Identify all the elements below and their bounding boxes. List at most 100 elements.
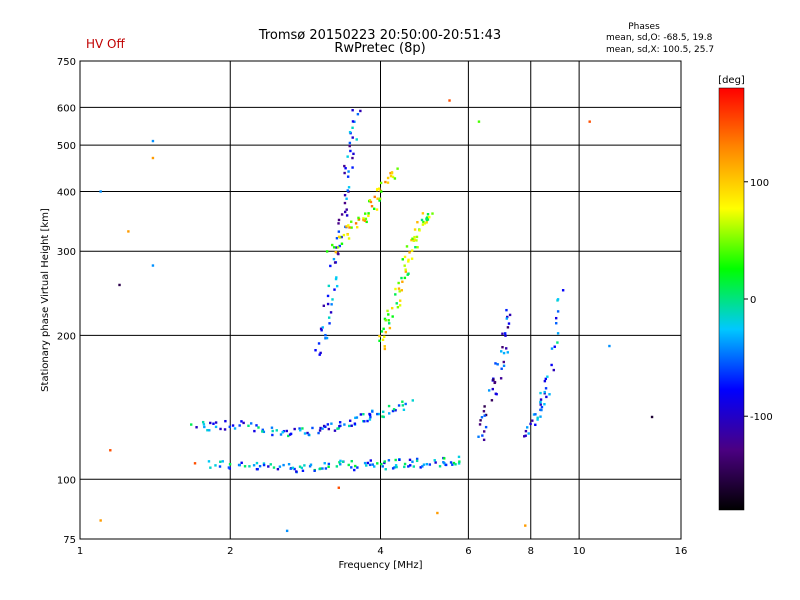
echo-point <box>347 237 351 240</box>
echo-point <box>298 465 302 468</box>
echo-point <box>278 465 282 468</box>
echo-point <box>357 216 360 220</box>
echo-point <box>393 466 396 469</box>
echo-point <box>411 237 414 240</box>
echo-point <box>289 467 292 470</box>
echo-point <box>390 172 394 175</box>
x-tick-label: 8 <box>528 546 534 557</box>
echo-point <box>506 315 509 319</box>
echo-point <box>209 421 212 425</box>
echo-point <box>477 120 481 123</box>
phase-heading: Phases <box>628 22 660 32</box>
echo-point <box>317 342 321 345</box>
echo-point <box>223 428 227 431</box>
echo-point <box>425 462 429 466</box>
echo-point <box>480 416 484 419</box>
echo-point <box>413 238 416 241</box>
echo-point <box>353 422 357 425</box>
echo-point <box>500 367 503 370</box>
x-tick-label: 1 <box>77 546 83 557</box>
echo-point <box>382 327 385 331</box>
echo-point <box>233 427 237 430</box>
echo-point <box>398 304 402 307</box>
echo-point <box>539 391 542 395</box>
echo-point <box>300 466 304 470</box>
echo-point <box>544 377 548 381</box>
echo-point <box>401 400 404 403</box>
echo-point <box>271 429 274 433</box>
echo-point <box>369 459 372 462</box>
echo-point <box>317 431 320 435</box>
x-tick-label: 4 <box>377 546 383 557</box>
echo-point <box>324 467 328 470</box>
echo-point <box>323 462 326 465</box>
echo-point <box>454 463 457 466</box>
echo-point <box>403 462 407 466</box>
echo-point <box>326 423 330 426</box>
echo-point <box>376 462 379 465</box>
echo-point <box>457 462 461 465</box>
echo-point <box>425 221 428 224</box>
echo-point <box>396 167 399 170</box>
echo-point <box>524 434 527 437</box>
echo-point <box>151 264 155 267</box>
phase-colorbar: [deg] 100 0 -100 <box>718 75 773 511</box>
echo-point <box>478 423 482 426</box>
echo-point <box>451 463 454 466</box>
plot-frame <box>79 60 682 540</box>
echo-point <box>396 306 400 309</box>
echo-point <box>275 429 278 432</box>
echo-point <box>202 423 206 426</box>
echo-point <box>403 276 407 280</box>
echo-point <box>291 466 295 470</box>
echo-point <box>387 322 391 325</box>
echo-point <box>337 486 341 489</box>
echo-point <box>281 431 284 434</box>
echo-point <box>307 433 311 436</box>
echo-point <box>393 177 397 180</box>
echo-point <box>319 467 322 470</box>
echo-point <box>327 284 331 288</box>
echo-point <box>423 222 427 225</box>
echo-point <box>369 200 373 204</box>
echo-point <box>536 416 539 419</box>
echo-point <box>401 280 404 283</box>
echo-point <box>376 197 379 200</box>
echo-point <box>333 261 337 264</box>
echo-point <box>224 419 227 423</box>
echo-point <box>331 298 334 301</box>
echo-point <box>363 420 366 423</box>
echo-point <box>282 429 286 433</box>
echo-point <box>536 418 539 421</box>
echo-point <box>379 181 383 185</box>
echo-point <box>391 467 395 470</box>
echo-point <box>338 244 341 248</box>
echo-point <box>426 213 430 216</box>
echo-point <box>495 392 498 396</box>
echo-point <box>327 316 331 319</box>
echo-point <box>334 250 338 254</box>
colorbar-tick-label: 100 <box>750 178 769 189</box>
echo-point <box>483 430 486 433</box>
echo-point <box>271 433 274 437</box>
echo-point <box>353 468 356 472</box>
echo-point <box>420 218 424 222</box>
echo-point <box>328 322 331 325</box>
echo-point <box>203 425 206 429</box>
x-axis-label: Frequency [MHz] <box>338 560 422 571</box>
echo-point <box>219 460 222 463</box>
y-tick-label: 400 <box>57 187 76 198</box>
echo-point <box>151 139 155 143</box>
echo-point <box>422 220 425 224</box>
echo-point <box>364 217 368 221</box>
echo-point <box>550 347 554 350</box>
echo-point <box>503 332 507 335</box>
echo-point <box>349 149 352 153</box>
echo-point <box>127 230 130 233</box>
echo-point <box>408 251 411 254</box>
echo-point <box>335 246 338 249</box>
echo-point <box>352 152 355 156</box>
echo-point <box>398 458 401 462</box>
echo-point <box>383 347 387 351</box>
echo-point <box>298 427 301 430</box>
